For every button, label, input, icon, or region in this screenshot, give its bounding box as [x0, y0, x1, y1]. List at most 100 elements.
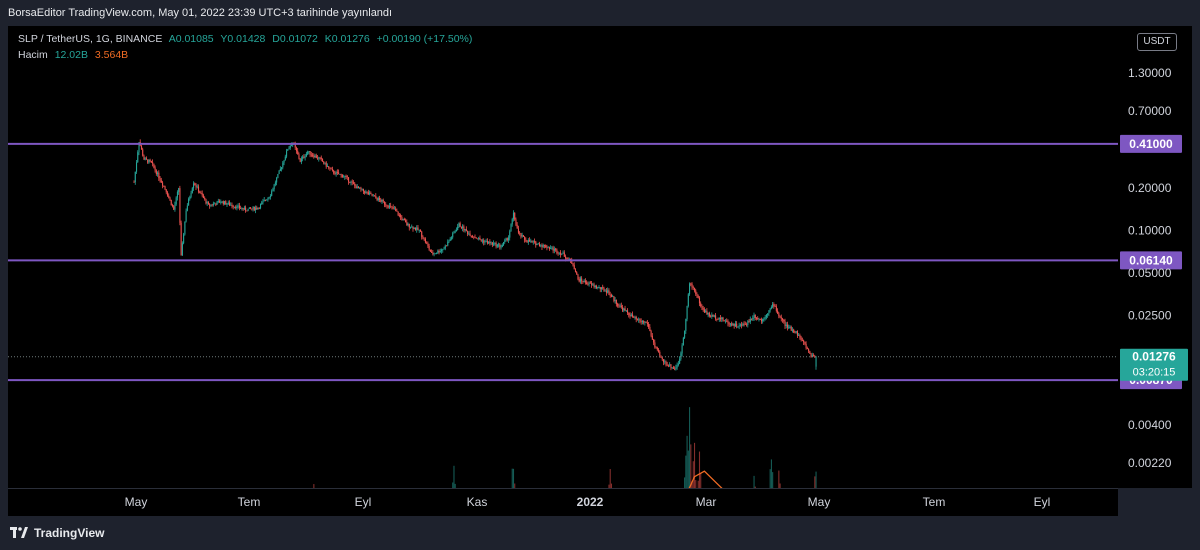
candle-body — [333, 170, 335, 174]
currency-badge[interactable]: USDT — [1137, 33, 1177, 51]
candle-body — [815, 356, 817, 367]
candle-body — [706, 310, 708, 315]
candle-body — [516, 224, 518, 229]
candle-body — [661, 357, 663, 360]
candle-body — [630, 314, 632, 317]
candle-body — [814, 356, 816, 357]
candle-body — [633, 316, 635, 318]
candle-body — [613, 296, 615, 301]
candle-body — [666, 364, 668, 366]
x-tick-label: 2022 — [577, 495, 604, 509]
candle-body — [737, 326, 739, 328]
candle-body — [297, 150, 299, 155]
time-axis-svg: May Tem Eyl Kas 2022 Mar May Tem Eyl — [125, 495, 1051, 509]
candle-body — [741, 324, 743, 326]
candle-body — [284, 156, 286, 161]
candle-body — [436, 253, 438, 254]
candle-body — [439, 251, 441, 253]
candle-body — [199, 191, 201, 193]
volume-bar — [452, 482, 454, 488]
candle-body — [806, 347, 808, 349]
tradingview-logo[interactable]: TradingView — [10, 526, 104, 540]
symbol-name[interactable]: SLP / TetherUS, 1G, BINANCE — [18, 33, 163, 45]
tradingview-logo-icon — [10, 527, 28, 538]
candle-body — [770, 306, 772, 309]
candle-body — [211, 204, 213, 206]
candle-body — [202, 195, 205, 198]
candle-body — [542, 244, 544, 247]
candle-body — [411, 226, 413, 228]
candle-body — [377, 198, 379, 201]
candle-body — [325, 162, 327, 167]
candle-body — [681, 345, 683, 354]
candle-body — [488, 241, 490, 244]
volume-bar — [814, 476, 816, 488]
candle-body — [302, 156, 304, 159]
price-chart[interactable] — [8, 26, 1118, 488]
volume-label[interactable]: Hacim — [18, 49, 48, 61]
candle-body — [196, 186, 198, 188]
volume-bar — [687, 450, 689, 488]
time-axis[interactable]: May Tem Eyl Kas 2022 Mar May Tem Eyl — [8, 488, 1118, 516]
candle-body — [207, 202, 209, 205]
candle-body — [210, 204, 212, 206]
candle-body — [379, 198, 381, 200]
candle-body — [339, 174, 341, 175]
candle-body — [318, 157, 320, 159]
volume-bar — [753, 475, 755, 488]
candle-body — [726, 320, 728, 322]
candle-body — [170, 199, 172, 206]
candle-body — [288, 147, 290, 150]
volume-ma-line — [688, 470, 723, 488]
candle-body — [568, 258, 570, 260]
candle-body — [212, 203, 214, 206]
candle-body — [734, 323, 736, 327]
candle-body — [615, 299, 617, 305]
candle-body — [717, 318, 719, 320]
candle-body — [503, 242, 505, 245]
candle-body — [813, 355, 815, 357]
candle-body — [751, 318, 753, 320]
price-scale[interactable]: 0.410000.061400.008700.0127603:20:151.30… — [1118, 26, 1192, 488]
volume-bar — [453, 465, 455, 488]
candle-body — [209, 204, 211, 206]
candle-body — [784, 321, 786, 326]
candle-body — [259, 204, 262, 209]
candle-body — [697, 295, 699, 298]
level-price-label: 0.41000 — [1129, 137, 1173, 151]
candle-body — [331, 169, 333, 171]
candle-body — [474, 237, 476, 239]
candle-body — [453, 232, 455, 234]
chart-pane[interactable]: SLP / TetherUS, 1G, BINANCE A0.01085 Y0.… — [8, 26, 1118, 488]
volume-bar — [511, 468, 513, 488]
candle-body — [464, 229, 466, 231]
candle-body — [600, 287, 603, 290]
candle-body — [355, 185, 357, 189]
candle-body — [691, 283, 693, 288]
candle-body — [584, 280, 586, 283]
volume-bar — [778, 470, 780, 488]
candle-body — [205, 199, 207, 204]
candle-body — [361, 188, 363, 190]
candle-body — [507, 237, 510, 241]
tradingview-brand: TradingView — [34, 526, 105, 540]
candle-body — [179, 188, 181, 223]
candle-body — [396, 210, 398, 212]
candle-body — [257, 208, 259, 210]
candle-body — [449, 238, 451, 241]
candle-body — [655, 346, 657, 348]
candle-body — [414, 227, 417, 230]
candle-body — [519, 232, 521, 234]
candle-body — [348, 177, 350, 182]
candle-body — [224, 201, 226, 205]
candle-body — [424, 238, 426, 243]
candle-body — [263, 199, 265, 202]
candle-body — [135, 162, 138, 172]
candle-body — [469, 233, 471, 237]
candle-body — [168, 195, 170, 198]
candle-body — [376, 197, 378, 201]
candle-body — [406, 222, 408, 226]
candle-body — [383, 201, 386, 205]
candle-body — [215, 203, 217, 205]
candle-body — [307, 151, 309, 154]
